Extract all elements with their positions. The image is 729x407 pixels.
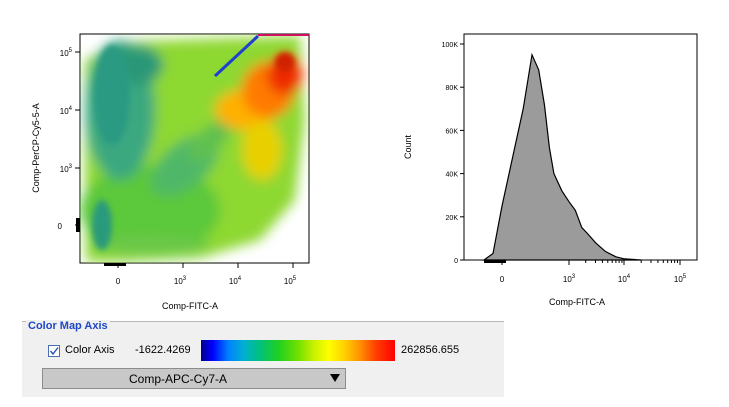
dot-plot-y-axis-label: Comp-PerCP-Cy5-5-A	[31, 103, 41, 193]
histogram-y-tick-label: 100K	[442, 42, 459, 49]
dropdown-arrow-icon[interactable]	[330, 374, 340, 382]
dot-plot-xtick-4: 104	[229, 276, 242, 286]
color-gradient-bar	[201, 340, 395, 361]
color-map-axis-panel: Color Map Axis Color Axis -1622.4269 262…	[22, 320, 504, 397]
histogram-x-tick-label: 0	[500, 275, 505, 284]
dot-plot-xtick-0: 0	[116, 277, 121, 286]
histogram-x-axis-label: Comp-FITC-A	[549, 297, 605, 307]
dot-plot-xtick-5: 105	[284, 276, 297, 286]
dot-plot-x-axis-label: Comp-FITC-A	[162, 301, 218, 311]
histogram-y-tick-label: 0	[454, 258, 458, 265]
plots-area: 105 104 103 0 0 103 104 105 Comp-FITC-A …	[31, 33, 698, 311]
color-map-axis-title: Color Map Axis	[26, 320, 110, 332]
dot-plot-ytick-5: 105	[60, 48, 73, 58]
histogram-y-ticks: 0 20K 40K 60K 80K 100K	[442, 42, 464, 265]
color-parameter-dropdown[interactable]: Comp-APC-Cy7-A	[42, 368, 346, 389]
dot-plot-density	[80, 34, 309, 262]
histogram-x-ticks: 0 103 104 105	[500, 260, 687, 284]
histogram-x-tick-label: 105	[674, 274, 687, 284]
histogram-y-tick-label: 80K	[446, 85, 459, 92]
dot-plot-ytick-0: 0	[58, 222, 63, 231]
dot-plot-ytick-3: 103	[60, 164, 73, 174]
dot-plot[interactable]: 105 104 103 0 0 103 104 105 Comp-FITC-A …	[31, 33, 310, 311]
histogram-y-tick-label: 60K	[446, 128, 459, 135]
color-parameter-selected: Comp-APC-Cy7-A	[128, 372, 227, 386]
histogram-y-tick-label: 20K	[446, 215, 459, 222]
dot-plot-ytick-4: 104	[60, 106, 73, 116]
dot-plot-xtick-3: 103	[174, 276, 187, 286]
color-axis-checkbox[interactable]	[48, 345, 60, 357]
color-axis-max-value: 262856.655	[401, 344, 460, 356]
histogram-area	[482, 52, 642, 261]
histogram-y-axis-label: Count	[403, 135, 413, 160]
checkmark-icon	[49, 347, 59, 356]
histogram-x-tick-label: 104	[618, 274, 631, 284]
histogram-y-tick-label: 40K	[446, 172, 459, 179]
color-axis-label[interactable]: Color Axis	[65, 344, 115, 356]
histogram-x-tick-label: 103	[563, 274, 576, 284]
histogram[interactable]: 0 20K 40K 60K 80K 100K 0 103 104 105 Comp-FITC-A…	[403, 33, 698, 307]
color-axis-min-value: -1622.4269	[135, 344, 191, 356]
